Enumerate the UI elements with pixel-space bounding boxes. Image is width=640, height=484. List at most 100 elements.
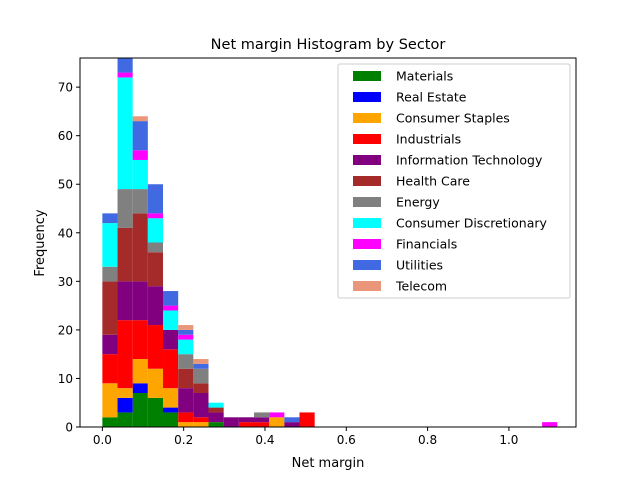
legend-label: Real Estate: [396, 90, 467, 105]
bar-segment-information-technology-bin-5: [178, 388, 194, 413]
bar-segment-telecom-bin-6: [193, 359, 209, 364]
bar-segment-energy-bin-0: [102, 266, 118, 282]
bar-segment-information-technology-bin-7: [208, 412, 224, 423]
bar-segment-health-care-bin-0: [102, 281, 118, 335]
bar-segment-consumer-staples-bin-3: [147, 368, 164, 398]
legend-swatch-industrials: [353, 134, 381, 144]
legend-swatch-consumer-staples: [353, 113, 381, 123]
legend-swatch-health-care: [353, 176, 381, 186]
bar-segment-energy-bin-2: [132, 189, 148, 214]
bar-segment-energy-bin-10: [254, 412, 270, 418]
y-tick-label: 20: [58, 323, 73, 337]
bar-segment-telecom-bin-5: [178, 325, 194, 330]
bar-segment-consumer-discretionary-bin-0: [102, 223, 118, 267]
bar-segment-energy-bin-1: [117, 189, 133, 228]
y-tick-label: 10: [58, 372, 73, 386]
legend-items: Materials Real Estate Consumer Staples Indu…: [353, 69, 547, 294]
y-axis-label: Frequency: [33, 209, 48, 276]
legend-label: Information Technology: [396, 153, 543, 168]
bar-segment-industrials-bin-3: [147, 325, 164, 369]
y-tick-label: 60: [58, 129, 73, 143]
bar-segment-real-estate-bin-4: [163, 407, 179, 413]
legend-label: Health Care: [396, 174, 470, 189]
bar-segment-information-technology-bin-8: [223, 417, 239, 427]
bar-segment-materials-bin-0: [102, 417, 118, 427]
chart-title: Net margin Histogram by Sector: [211, 37, 446, 53]
legend-swatch-energy: [353, 197, 381, 207]
bar-segment-financials-bin-2: [132, 150, 148, 160]
bar-segment-consumer-staples-bin-11: [269, 417, 285, 427]
y-tick-label: 40: [58, 226, 73, 240]
x-axis-ticks: 0.0 0.2 0.4 0.6 0.8 1.0: [93, 427, 518, 447]
bar-segment-information-technology-bin-0: [102, 334, 118, 355]
y-axis-ticks: 0 10 20 30 40 50 60 70: [58, 81, 80, 435]
y-tick-label: 0: [65, 421, 73, 435]
bar-segment-industrials-bin-9: [238, 422, 254, 427]
bar-segment-energy-bin-6: [193, 368, 209, 384]
x-tick-label: 0.2: [174, 433, 193, 447]
bar-segment-consumer-discretionary-bin-4: [163, 310, 179, 330]
bar-segment-industrials-bin-2: [132, 320, 148, 360]
y-tick-label: 30: [58, 275, 73, 289]
bar-segment-health-care-bin-5: [178, 368, 194, 389]
x-axis-label: Net margin: [292, 456, 365, 471]
bar-segment-health-care-bin-2: [132, 213, 148, 282]
legend-label: Industrials: [396, 132, 461, 147]
bar-segment-industrials-bin-4: [163, 349, 179, 389]
bar-segment-consumer-staples-bin-5: [178, 422, 194, 427]
bar-segment-consumer-staples-bin-6: [193, 422, 209, 427]
x-tick-label: 0.8: [418, 433, 437, 447]
bar-segment-utilities-bin-2: [132, 121, 148, 151]
bar-segment-information-technology-bin-1: [117, 281, 133, 321]
legend-label: Telecom: [395, 279, 447, 294]
bar-segment-industrials-bin-0: [102, 354, 118, 384]
bar-segment-health-care-bin-3: [147, 252, 164, 287]
bar-segment-industrials-bin-5: [178, 412, 194, 423]
bar-segment-materials-bin-7: [208, 422, 224, 427]
bar-segment-utilities-bin-12: [284, 417, 300, 423]
bar-segment-information-technology-bin-4: [163, 329, 179, 350]
x-tick-label: 0.6: [337, 433, 356, 447]
bar-segment-information-technology-bin-10: [254, 417, 270, 423]
bar-segment-utilities-bin-1: [117, 58, 133, 73]
legend-swatch-materials: [353, 71, 381, 81]
plot-frame: [79, 57, 577, 428]
bar-segment-financials-bin-5: [178, 334, 194, 340]
bar-segment-consumer-discretionary-bin-1: [117, 77, 133, 190]
bars-layer: [102, 58, 558, 427]
bar-segment-consumer-discretionary-bin-7: [208, 402, 224, 408]
bar-segment-information-technology-bin-12: [284, 422, 300, 427]
legend-label: Financials: [396, 237, 457, 252]
bar-segment-utilities-bin-4: [163, 291, 179, 306]
legend-label: Consumer Discretionary: [396, 216, 547, 231]
legend: Materials Real Estate Consumer Staples Indu…: [337, 63, 571, 299]
bar-segment-consumer-discretionary-bin-2: [132, 159, 148, 190]
x-tick-label: 1.0: [499, 433, 518, 447]
legend-swatch-information-technology: [353, 155, 381, 165]
bar-segment-information-technology-bin-6: [193, 393, 209, 418]
bar-segment-industrials-bin-13: [299, 412, 315, 427]
bar-segment-financials-bin-11: [269, 412, 285, 418]
bar-segment-consumer-discretionary-bin-5: [178, 339, 194, 355]
y-tick-label: 50: [58, 178, 73, 192]
bar-segment-consumer-staples-bin-2: [132, 359, 148, 384]
bar-segment-health-care-bin-1: [117, 227, 133, 282]
legend-swatch-financials: [353, 239, 381, 249]
bar-segment-telecom-bin-2: [132, 116, 148, 122]
legend-box: [337, 63, 571, 299]
bar-segment-energy-bin-3: [147, 242, 164, 253]
bar-segment-health-care-bin-6: [193, 383, 209, 394]
bar-segment-materials-bin-1: [117, 412, 133, 427]
bar-segment-health-care-bin-7: [208, 407, 224, 413]
bar-segment-industrials-bin-1: [117, 320, 133, 389]
bar-segment-financials-bin-1: [117, 72, 133, 78]
bar-segment-utilities-bin-6: [193, 363, 209, 369]
bar-segment-real-estate-bin-1: [117, 397, 133, 413]
bar-segment-consumer-staples-bin-4: [163, 388, 179, 408]
bar-segment-utilities-bin-3: [147, 184, 164, 214]
bar-segment-information-technology-bin-2: [132, 281, 148, 321]
bar-segment-real-estate-bin-2: [132, 383, 148, 394]
bar-segment-financials-bin-4: [163, 305, 179, 311]
